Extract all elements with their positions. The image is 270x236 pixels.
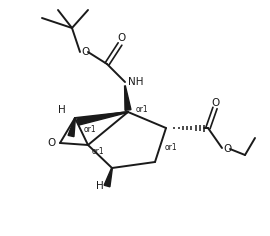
Text: NH: NH [128,77,144,87]
Polygon shape [124,86,131,110]
Text: O: O [117,33,125,43]
Text: or1: or1 [84,126,96,135]
Polygon shape [104,168,112,187]
Polygon shape [77,112,128,125]
Text: O: O [212,98,220,108]
Text: or1: or1 [136,105,148,114]
Text: or1: or1 [92,148,104,156]
Text: O: O [223,144,231,154]
Text: or1: or1 [165,143,177,152]
Text: H: H [58,105,66,115]
Text: O: O [81,47,89,57]
Text: H: H [96,181,104,191]
Text: O: O [47,138,55,148]
Polygon shape [68,118,75,137]
